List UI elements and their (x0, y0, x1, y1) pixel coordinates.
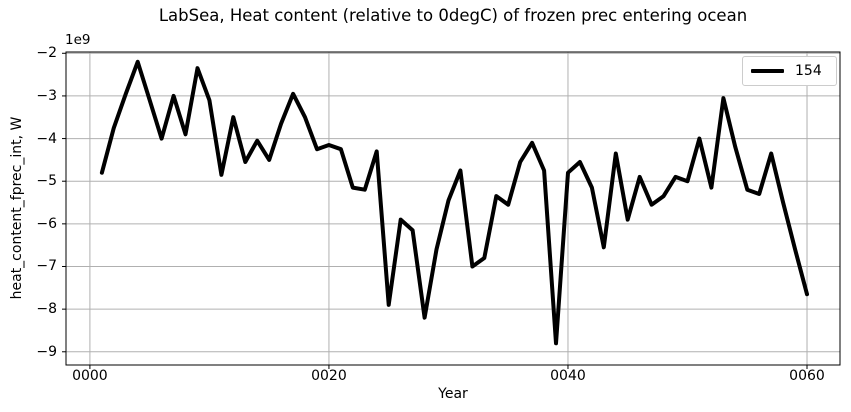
y-tick-label: −7 (36, 258, 57, 275)
x-tick-label: 0020 (311, 368, 347, 384)
y-tick-label: −5 (36, 173, 57, 190)
y-axis-offset-text: 1e9 (65, 32, 91, 48)
y-tick-label: −4 (36, 130, 57, 147)
x-tick-label: 0060 (789, 368, 825, 384)
legend: 154 (742, 56, 837, 86)
chart-title: LabSea, Heat content (relative to 0degC)… (158, 6, 748, 25)
y-tick-label: −3 (36, 87, 57, 104)
x-tick-label: 0000 (72, 368, 108, 384)
series-154-line (99, 59, 809, 346)
legend-line-sample (751, 69, 784, 73)
y-tick-label: −6 (36, 215, 57, 232)
y-tick-label: −2 (36, 45, 57, 62)
y-tick-label: −9 (36, 343, 57, 360)
axes-spines (65, 51, 841, 366)
legend-label: 154 (795, 63, 822, 79)
x-tick-label: 0040 (550, 368, 586, 384)
x-axis-label: Year (438, 386, 468, 402)
y-tick-label: −8 (36, 301, 57, 318)
